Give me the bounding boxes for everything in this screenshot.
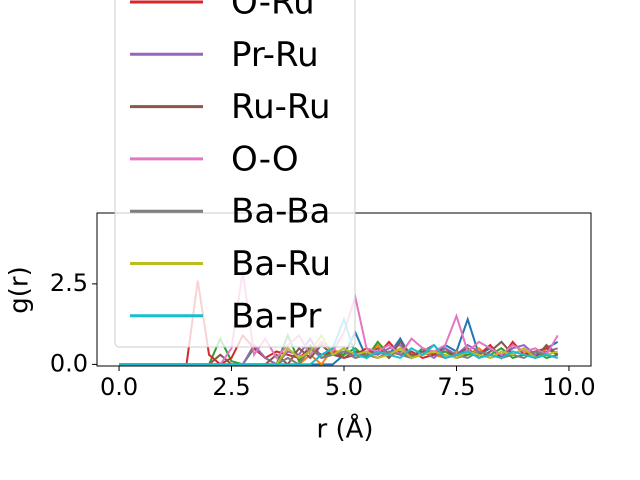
legend-label: Ba-Pr — [231, 296, 321, 336]
legend-label: Pr-Ru — [231, 35, 319, 75]
legend-label: Ba-Ba — [231, 192, 330, 232]
x-axis-label: r (Å) — [316, 413, 373, 445]
legend-label: O-Ru — [231, 0, 315, 23]
legend-label: Ba-Ru — [231, 244, 331, 284]
x-tick-label: 5.0 — [325, 373, 363, 401]
y-tick-label: 2.5 — [50, 269, 88, 297]
y-axis-label: g(r) — [5, 266, 35, 313]
x-tick-label: 0.0 — [100, 373, 138, 401]
legend-label: Ru-Ru — [231, 87, 331, 127]
y-tick-label: 0.0 — [50, 349, 88, 377]
x-tick-label: 7.5 — [437, 373, 475, 401]
legend-label: O-O — [231, 139, 299, 179]
legend-box — [114, 0, 356, 348]
x-tick-label: 2.5 — [212, 373, 250, 401]
x-tick-label: 10.0 — [542, 373, 595, 401]
